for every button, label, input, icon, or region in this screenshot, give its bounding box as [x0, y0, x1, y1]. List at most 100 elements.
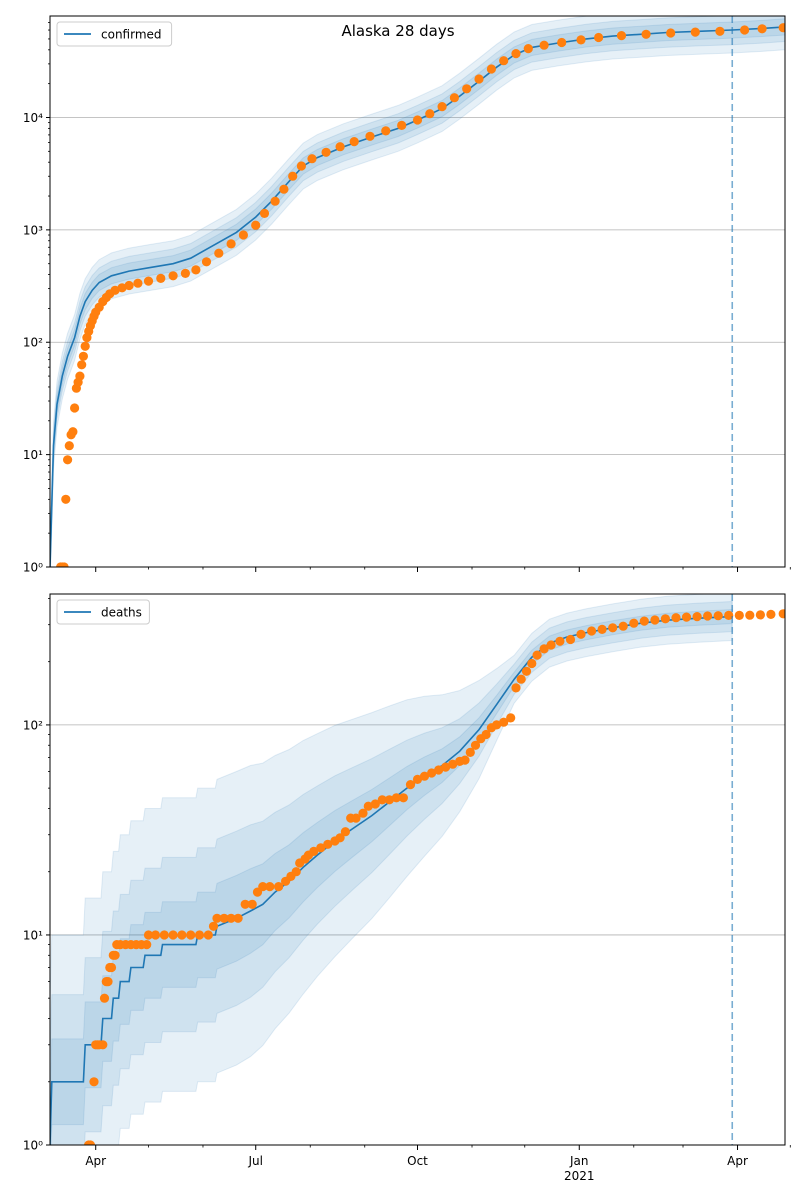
- observed-point: [259, 208, 270, 218]
- observed-point: [201, 257, 212, 267]
- observed-point: [159, 930, 169, 940]
- observed-point: [616, 30, 627, 41]
- observed-point: [110, 285, 120, 295]
- observed-point: [434, 765, 444, 775]
- observed-point: [499, 56, 509, 66]
- observed-point: [323, 839, 333, 849]
- x-tick-year-label: 2021: [564, 1169, 595, 1183]
- observed-point: [247, 899, 257, 909]
- observed-point: [713, 611, 723, 621]
- uncertainty-band: [50, 600, 733, 1145]
- observed-point: [576, 35, 586, 45]
- observed-point: [419, 771, 430, 781]
- observed-point: [212, 913, 222, 923]
- observed-point: [143, 930, 154, 940]
- observed-point: [133, 278, 143, 288]
- observed-point: [309, 846, 319, 857]
- legend-box: [56, 21, 173, 47]
- observed-point: [219, 913, 229, 923]
- observed-point: [511, 683, 521, 693]
- observed-point: [270, 196, 280, 206]
- legend: confirmed: [56, 21, 173, 47]
- y-tick-label: 10²: [23, 336, 43, 350]
- observed-point: [666, 28, 676, 38]
- observed-point: [555, 636, 565, 646]
- observed-point: [265, 882, 275, 892]
- observed-point: [492, 720, 502, 730]
- observed-point: [258, 882, 268, 892]
- observed-point: [177, 930, 187, 940]
- observed-point: [203, 930, 213, 940]
- observed-point: [671, 613, 681, 623]
- observed-point: [168, 930, 178, 940]
- uncertainty-band: [50, 608, 733, 1145]
- observed-point: [629, 618, 639, 628]
- observed-point: [715, 26, 725, 36]
- observed-point: [63, 455, 73, 465]
- observed-point: [288, 171, 298, 181]
- observed-point: [539, 644, 549, 654]
- observed-point: [449, 93, 459, 103]
- observed-point: [78, 351, 88, 361]
- observed-point: [316, 843, 326, 853]
- legend: deaths: [56, 599, 150, 625]
- observed-point: [734, 610, 744, 621]
- observed-point: [381, 126, 391, 136]
- observed-point: [349, 137, 359, 147]
- observed-point: [690, 27, 700, 37]
- observed-point: [650, 615, 660, 625]
- observed-point: [576, 629, 586, 639]
- observed-point: [532, 650, 542, 660]
- observed-point: [639, 616, 649, 626]
- observed-point: [89, 1077, 99, 1087]
- observed-point: [335, 142, 345, 152]
- observed-point: [448, 759, 458, 769]
- x-tick-label: Oct: [407, 1154, 428, 1168]
- legend-box: [56, 599, 150, 625]
- observed-point: [279, 184, 289, 194]
- observed-point: [412, 115, 423, 125]
- observed-point: [755, 610, 766, 620]
- y-tick-label: 10²: [23, 718, 43, 732]
- legend-label: deaths: [101, 606, 142, 620]
- observed-point: [103, 977, 113, 987]
- observed-point: [766, 609, 776, 620]
- observed-point: [398, 793, 408, 803]
- observed-point: [99, 993, 110, 1003]
- observed-point: [527, 658, 537, 669]
- observed-point: [124, 280, 134, 291]
- observed-point: [511, 49, 521, 59]
- x-tick-label: Apr: [85, 1154, 106, 1168]
- observed-point: [64, 441, 74, 451]
- observed-point: [238, 230, 248, 240]
- uncertainty-band: [50, 18, 785, 567]
- observed-point: [692, 612, 702, 622]
- observed-point: [117, 283, 127, 293]
- observed-point: [462, 84, 472, 94]
- observed-point: [412, 774, 423, 785]
- observed-point: [523, 44, 533, 54]
- observed-point: [106, 962, 117, 973]
- observed-point: [486, 64, 496, 74]
- observed-point: [143, 276, 154, 286]
- observed-point: [703, 611, 713, 621]
- observed-point: [441, 762, 451, 772]
- observed-point: [186, 930, 196, 940]
- y-tick-label: 10¹: [23, 928, 43, 942]
- observed-point: [59, 562, 69, 567]
- observed-point: [557, 37, 567, 48]
- deaths-panel: 10⁰ 10¹ 10² deaths: [23, 593, 791, 1153]
- observed-point: [85, 1140, 95, 1145]
- observed-point: [335, 833, 345, 843]
- observed-point: [80, 341, 90, 351]
- y-tick-label: 10³: [23, 223, 43, 237]
- observed-point: [681, 612, 692, 622]
- observed-point: [214, 248, 224, 258]
- observed-point: [68, 427, 78, 437]
- observed-point: [168, 271, 178, 281]
- observed-point: [397, 120, 407, 130]
- observed-point: [77, 360, 87, 370]
- observed-point: [641, 29, 651, 39]
- observed-point: [307, 154, 317, 164]
